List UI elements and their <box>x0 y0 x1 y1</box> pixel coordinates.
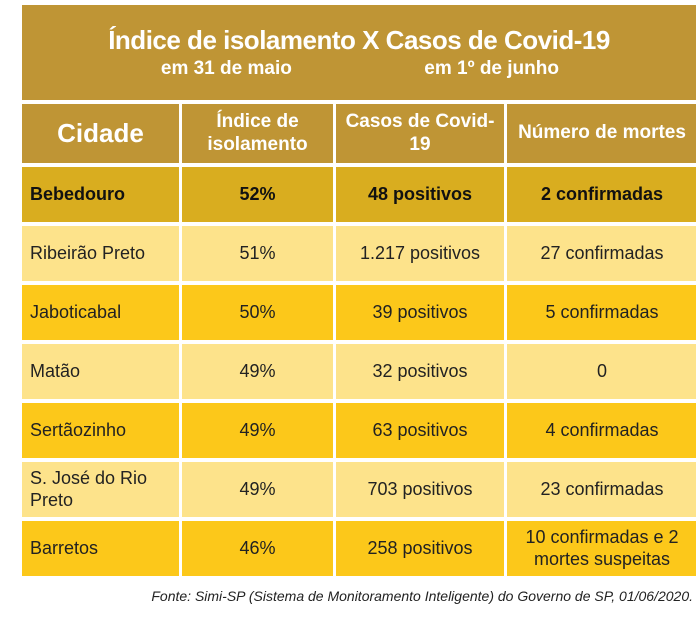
table-cell: 4 confirmadas <box>507 403 696 458</box>
city-cell: Sertãozinho <box>22 403 179 458</box>
city-cell: Bebedouro <box>22 167 179 222</box>
table-cell: 63 positivos <box>336 403 504 458</box>
subtitle: em 31 de maio em 1º de junho <box>22 58 696 80</box>
source-note: Fonte: Simi-SP (Sistema de Monitoramento… <box>151 588 693 604</box>
city-cell: Barretos <box>22 521 179 576</box>
city-cell: Matão <box>22 344 179 399</box>
table-cell: 49% <box>182 462 333 517</box>
subtitle-right: em 1º de junho <box>424 58 559 79</box>
table-cell: 51% <box>182 226 333 281</box>
table-cell: 703 positivos <box>336 462 504 517</box>
table-cell: 49% <box>182 403 333 458</box>
column-header: Número de mortes <box>507 104 696 163</box>
city-cell: S. José do Rio Preto <box>22 462 179 517</box>
table-cell: 0 <box>507 344 696 399</box>
table-title: Índice de isolamento X Casos de Covid-19 <box>108 25 610 55</box>
table-cell: 10 confirmadas e 2 mortes suspeitas <box>507 521 696 576</box>
table-cell: 32 positivos <box>336 344 504 399</box>
table-cell: 258 positivos <box>336 521 504 576</box>
table-cell: 52% <box>182 167 333 222</box>
table-cell: 39 positivos <box>336 285 504 340</box>
column-header: Índice de isolamento <box>182 104 333 163</box>
data-grid: Cidade Índice de isolamento Casos de Covid… <box>22 104 696 576</box>
title-block: Índice de isolamento X Casos de Covid-19… <box>22 5 696 100</box>
table-cell: 1.217 positivos <box>336 226 504 281</box>
infographic-table: Índice de isolamento X Casos de Covid-19… <box>22 5 696 576</box>
subtitle-left: em 31 de maio <box>160 58 292 79</box>
column-header: Cidade <box>22 104 179 163</box>
table-cell: 27 confirmadas <box>507 226 696 281</box>
table-cell: 5 confirmadas <box>507 285 696 340</box>
city-cell: Jaboticabal <box>22 285 179 340</box>
table-cell: 23 confirmadas <box>507 462 696 517</box>
table-cell: 48 positivos <box>336 167 504 222</box>
city-cell: Ribeirão Preto <box>22 226 179 281</box>
table-cell: 2 confirmadas <box>507 167 696 222</box>
table-cell: 46% <box>182 521 333 576</box>
table-cell: 49% <box>182 344 333 399</box>
table-cell: 50% <box>182 285 333 340</box>
column-header: Casos de Covid-19 <box>336 104 504 163</box>
